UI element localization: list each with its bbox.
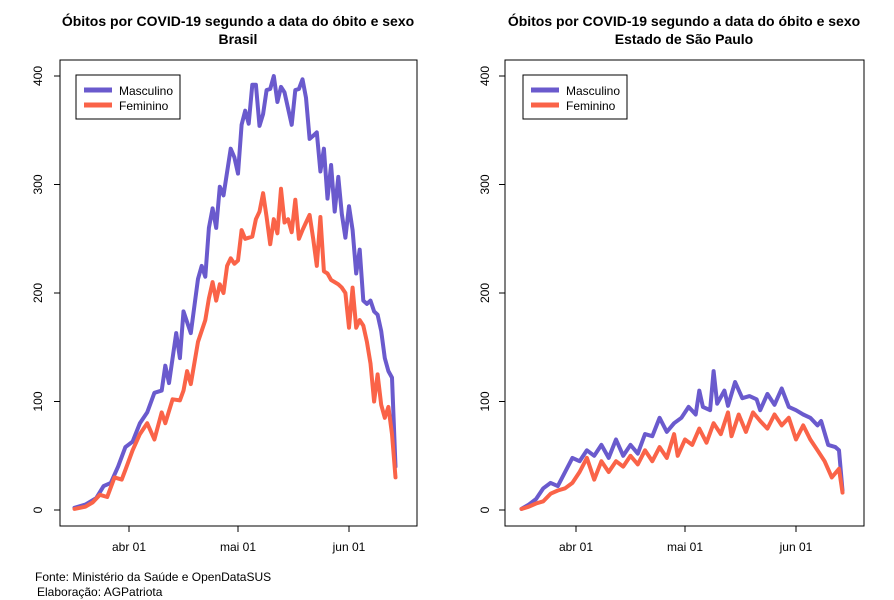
x-tick-label: abr 01 — [112, 540, 146, 554]
y-tick-label: 400 — [478, 66, 492, 86]
series-line-masculino — [519, 369, 845, 511]
y-tick-label: 400 — [31, 66, 45, 86]
y-tick-label: 100 — [478, 391, 492, 411]
legend-label: Feminino — [119, 99, 169, 113]
y-tick-label: 200 — [478, 283, 492, 303]
x-tick-label: mai 01 — [667, 540, 703, 554]
x-tick-labels: abr 01 mai 01 jun 01 — [559, 540, 813, 554]
y-tick-label: 100 — [31, 391, 45, 411]
series-line-feminino — [519, 410, 845, 511]
x-tick-label: abr 01 — [559, 540, 593, 554]
y-tick-label: 300 — [478, 174, 492, 194]
legend-label: Masculino — [566, 84, 620, 98]
y-tick-label: 200 — [31, 283, 45, 303]
y-tick-label: 0 — [478, 506, 492, 513]
legend: Masculino Feminino — [522, 74, 628, 120]
legend-box — [75, 74, 181, 120]
y-tick-labels: 0 100 200 300 400 — [31, 66, 45, 514]
chart-subtitle: Estado de São Paulo — [615, 31, 753, 47]
series-line-masculino — [72, 74, 398, 510]
legend-box — [522, 74, 628, 120]
plot-frame — [504, 59, 865, 527]
plot-area — [54, 74, 398, 532]
chart-title: Óbitos por COVID-19 segundo a data do ób… — [62, 12, 414, 29]
legend-label: Masculino — [119, 84, 173, 98]
credit-caption: Elaboração: AGPatriota — [37, 585, 163, 599]
x-tick-label: mai 01 — [220, 540, 256, 554]
chart-subtitle: Brasil — [219, 31, 258, 47]
x-tick-label: jun 01 — [779, 540, 813, 554]
chart-brasil: Óbitos por COVID-19 segundo a data do ób… — [31, 12, 418, 554]
chart-title: Óbitos por COVID-19 segundo a data do ób… — [508, 12, 860, 29]
legend-label: Feminino — [566, 99, 616, 113]
y-tick-label: 300 — [31, 174, 45, 194]
chart-sao-paulo: Óbitos por COVID-19 segundo a data do ób… — [478, 12, 865, 554]
series-line-feminino — [72, 186, 398, 511]
y-tick-label: 0 — [31, 506, 45, 513]
legend: Masculino Feminino — [75, 74, 181, 120]
x-tick-labels: abr 01 mai 01 jun 01 — [112, 540, 366, 554]
x-tick-label: jun 01 — [332, 540, 366, 554]
y-tick-labels: 0 100 200 300 400 — [478, 66, 492, 514]
source-caption: Fonte: Ministério da Saúde e OpenDataSUS — [35, 570, 272, 584]
plot-area — [499, 75, 845, 532]
